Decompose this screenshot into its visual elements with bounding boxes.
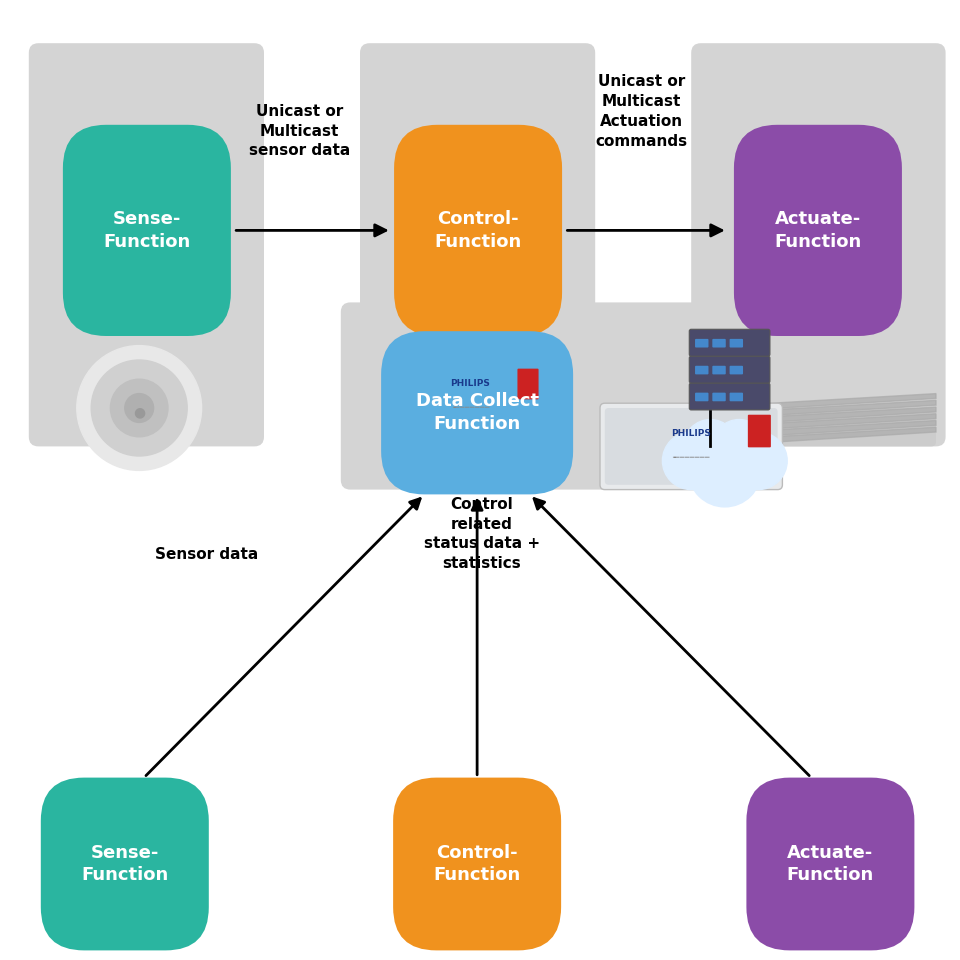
FancyBboxPatch shape: [689, 356, 770, 383]
Text: ═══════════════: ═══════════════: [672, 456, 710, 460]
Text: Actuate-
Function: Actuate- Function: [787, 844, 874, 884]
Circle shape: [91, 360, 187, 456]
Circle shape: [688, 434, 761, 507]
FancyBboxPatch shape: [691, 43, 946, 446]
Polygon shape: [706, 394, 936, 413]
Circle shape: [712, 420, 766, 473]
FancyBboxPatch shape: [695, 339, 708, 348]
Circle shape: [77, 346, 202, 470]
FancyBboxPatch shape: [29, 43, 264, 446]
Text: ═══════════════: ═══════════════: [451, 406, 490, 410]
Circle shape: [684, 420, 737, 473]
FancyBboxPatch shape: [41, 778, 209, 950]
Text: Sensor data: Sensor data: [155, 546, 258, 562]
FancyBboxPatch shape: [381, 331, 573, 494]
FancyBboxPatch shape: [695, 366, 708, 374]
Text: Data Collect
Function: Data Collect Function: [416, 393, 539, 433]
Text: Sense-
Function: Sense- Function: [104, 210, 190, 251]
FancyBboxPatch shape: [712, 366, 726, 374]
FancyBboxPatch shape: [748, 415, 771, 447]
Text: Control-
Function: Control- Function: [434, 844, 520, 884]
FancyBboxPatch shape: [63, 125, 230, 336]
Text: Control
related
status data +
statistics: Control related status data + statistics: [424, 497, 540, 571]
FancyBboxPatch shape: [730, 393, 743, 401]
FancyBboxPatch shape: [712, 339, 726, 348]
Circle shape: [730, 432, 787, 490]
FancyBboxPatch shape: [695, 393, 708, 401]
FancyBboxPatch shape: [389, 355, 547, 437]
FancyBboxPatch shape: [360, 43, 595, 446]
FancyBboxPatch shape: [730, 366, 743, 374]
Text: Unicast or
Multicast
Actuation
commands: Unicast or Multicast Actuation commands: [595, 75, 687, 149]
Polygon shape: [706, 407, 936, 426]
FancyBboxPatch shape: [689, 383, 770, 410]
FancyBboxPatch shape: [712, 393, 726, 401]
FancyBboxPatch shape: [747, 778, 914, 950]
FancyBboxPatch shape: [706, 408, 936, 446]
FancyBboxPatch shape: [394, 778, 561, 950]
Text: PHILIPS: PHILIPS: [671, 429, 711, 439]
Text: Unicast or
Multicast
sensor data: Unicast or Multicast sensor data: [249, 104, 350, 158]
Text: Sense-
Function: Sense- Function: [82, 844, 168, 884]
FancyBboxPatch shape: [605, 408, 778, 485]
Text: ●: ●: [133, 406, 145, 420]
Circle shape: [125, 394, 154, 422]
Text: Actuate-
Function: Actuate- Function: [775, 210, 861, 251]
FancyBboxPatch shape: [394, 125, 562, 336]
FancyBboxPatch shape: [733, 125, 901, 336]
FancyBboxPatch shape: [341, 302, 706, 490]
Polygon shape: [706, 420, 936, 440]
FancyBboxPatch shape: [517, 369, 539, 399]
Text: PHILIPS: PHILIPS: [450, 379, 491, 389]
FancyBboxPatch shape: [689, 329, 770, 356]
FancyBboxPatch shape: [600, 403, 782, 490]
Text: Control-
Function: Control- Function: [435, 210, 521, 251]
Circle shape: [110, 379, 168, 437]
Polygon shape: [706, 427, 936, 446]
Circle shape: [662, 432, 720, 490]
FancyBboxPatch shape: [730, 339, 743, 348]
Polygon shape: [706, 400, 936, 420]
FancyBboxPatch shape: [394, 360, 542, 432]
Polygon shape: [706, 414, 936, 433]
